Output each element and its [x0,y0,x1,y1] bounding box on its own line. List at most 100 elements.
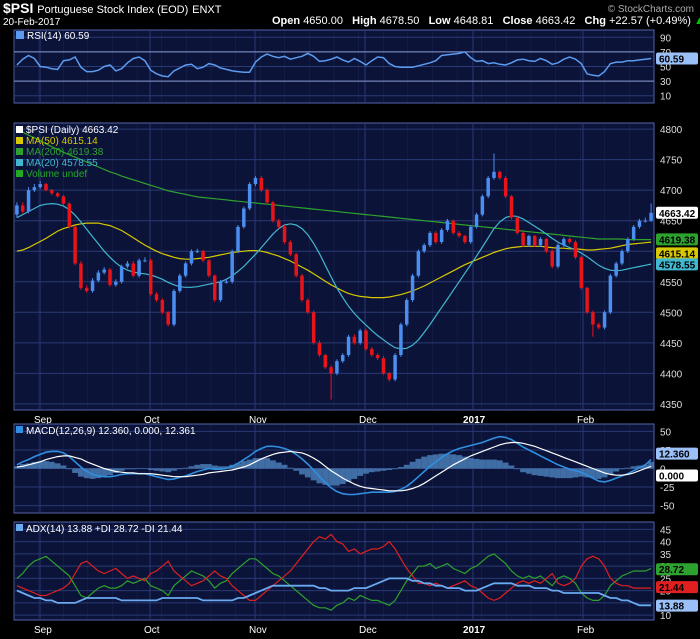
candle-body [527,235,531,246]
macd-histogram-bar [270,460,276,469]
macd-histogram-bar [496,460,503,469]
macd-histogram-bar [258,458,265,469]
candle-body [96,272,101,281]
ma200-last-tag-label: 4619.38 [659,235,696,246]
candle-body [242,208,246,227]
index-name: Portuguese Stock Index (EOD) [37,4,189,16]
macd-legend: MACD(12,26,9) 12.360, 0.000, 12.361 [26,426,196,437]
macd-histogram-bar [368,468,375,473]
macd-histogram-bar [60,465,67,469]
macd-histogram-bar [217,466,224,469]
macd-histogram-bar [147,468,154,470]
macd-histogram-bar [595,468,602,479]
credit: © StockCharts.com [607,4,694,15]
macd-histogram-bar [409,461,416,469]
macd-histogram-bar [351,468,358,479]
candle-body [503,177,508,197]
candle-body [50,190,54,194]
candle-body [602,312,607,328]
candle-body [335,361,339,374]
candle-body [84,287,89,291]
macd-histogram-bar [322,468,329,485]
candle-body [183,263,188,276]
ma20-last-tag [656,258,698,271]
macd-histogram-bar [240,461,247,469]
macd-histogram-bar [281,464,288,469]
candle-body [288,242,293,255]
chart-title: $PSI Portuguese Stock Index (EOD) ENXT [3,0,222,16]
candle-body [259,177,264,191]
macd-histogram-bar [223,466,230,469]
candle-body [370,348,374,356]
candle-body [399,324,403,356]
macd-histogram-bar [485,459,492,469]
candle-body [32,187,37,191]
price-legend-swatch [16,126,23,133]
macd-histogram-bar [25,463,32,469]
candle-body [387,373,392,380]
price-legend-swatch [16,137,23,144]
candle-body [620,251,624,264]
candle-body [102,269,106,273]
candle-body [416,251,421,276]
candle-body [562,239,566,246]
macd-histogram-bar [450,454,457,469]
candle-body [626,239,630,252]
candle-body [160,300,165,313]
macd-histogram-bar [572,468,579,478]
macd-histogram-bar [182,467,189,469]
macd-histogram-bar [560,468,567,479]
macd-histogram-bar [520,468,526,473]
candle-body [73,226,77,264]
macd-histogram-bar [159,468,166,472]
adx-xtick-label: Nov [249,625,267,636]
macd-histogram-bar [200,464,206,469]
chg-label: Chg [584,15,606,27]
chart-header: $PSI Portuguese Stock Index (EOD) ENXT 2… [0,0,700,30]
adx-ytick-label: 25 [660,574,672,585]
adx-last-tag [656,599,698,612]
macd-histogram-bar [130,468,137,470]
candle-body [649,212,653,221]
macd-histogram-bar [508,465,515,469]
candle-body [137,260,141,276]
macd-histogram-bar [374,468,381,472]
candle-body [195,251,200,253]
candle-body [15,205,19,215]
macd-histogram-bar [537,468,544,476]
candle-body [79,263,83,288]
quote-summary: Open 4650.00 High 4678.50 Low 4648.81 Cl… [272,15,700,27]
macd-histogram-bar [293,468,300,471]
price-ytick-label: 4350 [660,400,683,411]
symbol: $PSI [3,0,34,16]
candle-body [591,312,595,325]
candle-body [44,184,48,191]
ma50-last-tag [656,247,698,260]
macd-histogram-bar [188,466,195,469]
adx-legend: ADX(14) 13.88 +DI 28.72 -DI 21.44 [26,524,183,535]
ma50-last-tag-label: 4615.14 [659,249,696,260]
candle-body [38,184,42,188]
macd-histogram-bar [206,464,212,469]
candle-body [515,217,520,233]
macd-ytick-label: -50 [660,502,675,513]
candle-body [521,232,525,246]
macd-histogram-bar [613,468,620,472]
candle-body [410,275,415,301]
price-legend-3: MA(20) 4578.55 [26,158,98,169]
high-label: High [352,15,377,27]
macd-histogram-bar [334,468,340,486]
macd-histogram-bar [386,468,393,470]
candle-body [329,367,333,374]
macd-histogram-bar [427,455,433,469]
price-ytick-label: 4500 [660,308,683,319]
macd-histogram-bar [48,461,55,469]
price-xtick-label: Sep [34,415,52,426]
macd-histogram-bar [107,468,113,476]
macd-histogram-bar [543,468,550,477]
macd-histogram-bar [607,468,614,475]
candle-body [236,226,240,252]
mdi-last-tag-label: 21.44 [659,583,684,594]
candle-body [131,263,136,276]
